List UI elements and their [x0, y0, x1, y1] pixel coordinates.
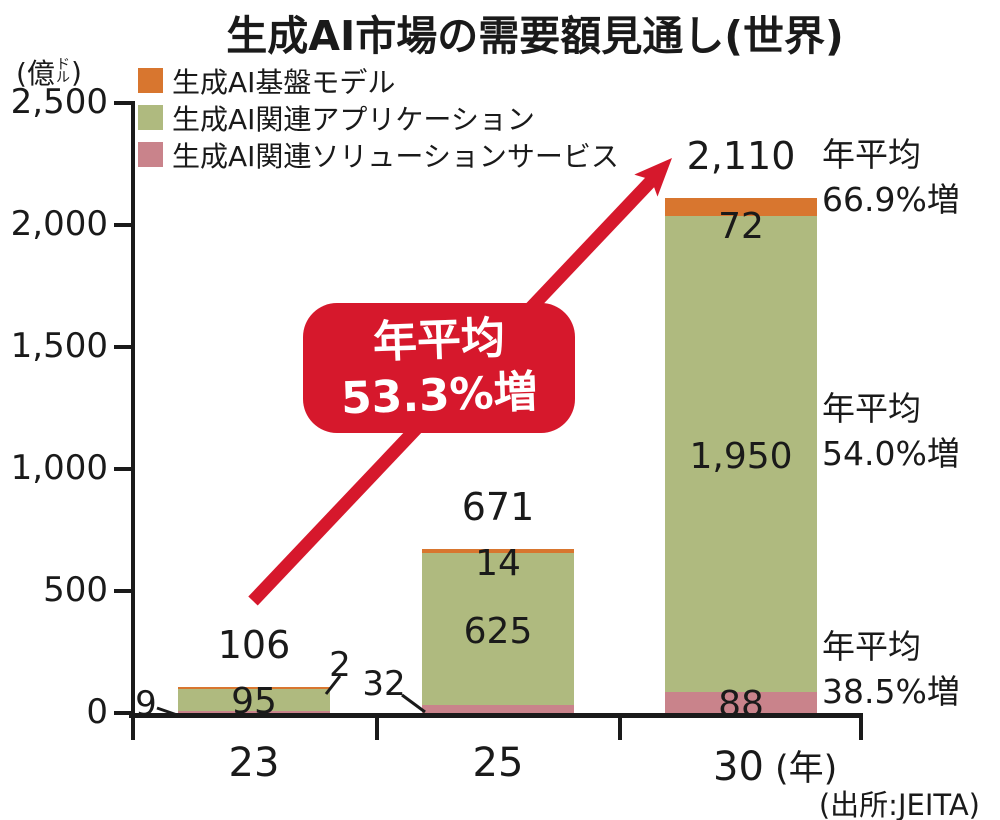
x-axis-category-label: 30 (年)	[713, 744, 838, 790]
bar-total-label: 2,110	[686, 134, 796, 179]
value-label-solution: 88	[718, 684, 764, 726]
bar-total-label: 671	[461, 485, 535, 530]
unit-small-kana: ド ル	[55, 57, 70, 86]
bar-25-segment-0	[422, 705, 574, 713]
value-label-model-23: 2	[329, 645, 351, 685]
x-axis-tick	[375, 713, 379, 740]
legend: 生成AI基盤モデル 生成AI関連アプリケーション 生成AI関連ソリューションサービス	[138, 62, 619, 173]
value-label-application: 625	[463, 610, 533, 652]
bar-30-segment-0	[665, 691, 817, 713]
bar-23-segment-1	[178, 687, 330, 711]
value-label-application: 1,950	[689, 435, 793, 477]
legend-item-label: 生成AI関連アプリケーション	[172, 102, 535, 136]
y-axis-tick-label: 0	[86, 692, 108, 732]
y-axis-tick-label: 2,000	[10, 204, 108, 244]
y-axis-tick-label: 1,000	[10, 448, 108, 488]
bar-30-segment-1	[665, 215, 817, 692]
badge-average-growth: 年平均 53.3%増	[303, 303, 575, 433]
legend-swatch-icon	[138, 142, 163, 167]
annotation-solution-growth: 年平均 38.5%増	[822, 627, 960, 711]
y-axis-line	[131, 101, 135, 720]
legend-item-2: 生成AI関連ソリューションサービス	[138, 136, 619, 173]
y-axis-tick	[114, 223, 133, 227]
x-axis-category-label: 23	[228, 740, 280, 786]
legend-item-label: 生成AI関連ソリューションサービス	[172, 139, 619, 173]
bar-23-segment-2	[178, 687, 330, 690]
bar-23-segment-0	[178, 710, 330, 713]
y-axis-tick	[114, 467, 133, 471]
y-axis-tick	[114, 101, 133, 105]
y-axis-tick	[114, 711, 133, 715]
x-axis-line	[129, 713, 862, 718]
value-label-application: 95	[231, 681, 277, 723]
y-axis-tick-label: 1,500	[10, 326, 108, 366]
legend-swatch-icon	[138, 68, 163, 93]
y-axis-tick	[114, 345, 133, 349]
value-label-solution-25: 32	[362, 664, 406, 704]
x-axis-tick	[131, 713, 135, 740]
y-axis-tick-label: 500	[43, 570, 108, 610]
annotation-application-growth: 年平均 54.0%増	[822, 389, 960, 473]
x-axis-tick	[859, 713, 863, 740]
bar-total-label: 106	[217, 623, 291, 668]
legend-item-1: 生成AI関連アプリケーション	[138, 99, 619, 136]
value-label-model: 14	[475, 542, 521, 584]
y-axis-unit-label: (億 ド ル )	[16, 52, 82, 92]
y-axis-tick	[114, 589, 133, 593]
unit-suffix: )	[70, 55, 82, 89]
unit-prefix: (億	[16, 57, 55, 90]
legend-item-0: 生成AI基盤モデル	[138, 62, 619, 99]
x-axis-category-label: 25	[472, 740, 524, 786]
value-label-solution-23: 9	[135, 684, 157, 724]
chart-title: 生成AI市場の需要額見通し(世界)	[226, 12, 844, 60]
value-label-model: 72	[718, 205, 764, 247]
legend-swatch-icon	[138, 105, 163, 130]
legend-item-label: 生成AI基盤モデル	[172, 65, 396, 99]
annotation-model-growth: 年平均 66.9%増	[822, 135, 960, 219]
x-axis-tick	[618, 713, 622, 740]
y-axis-tick-label: 2,500	[10, 82, 108, 122]
x-axis-year-suffix: (年)	[763, 749, 838, 789]
source-credit: (出所:JEITA)	[818, 788, 980, 820]
bar-30-segment-2	[665, 198, 817, 216]
